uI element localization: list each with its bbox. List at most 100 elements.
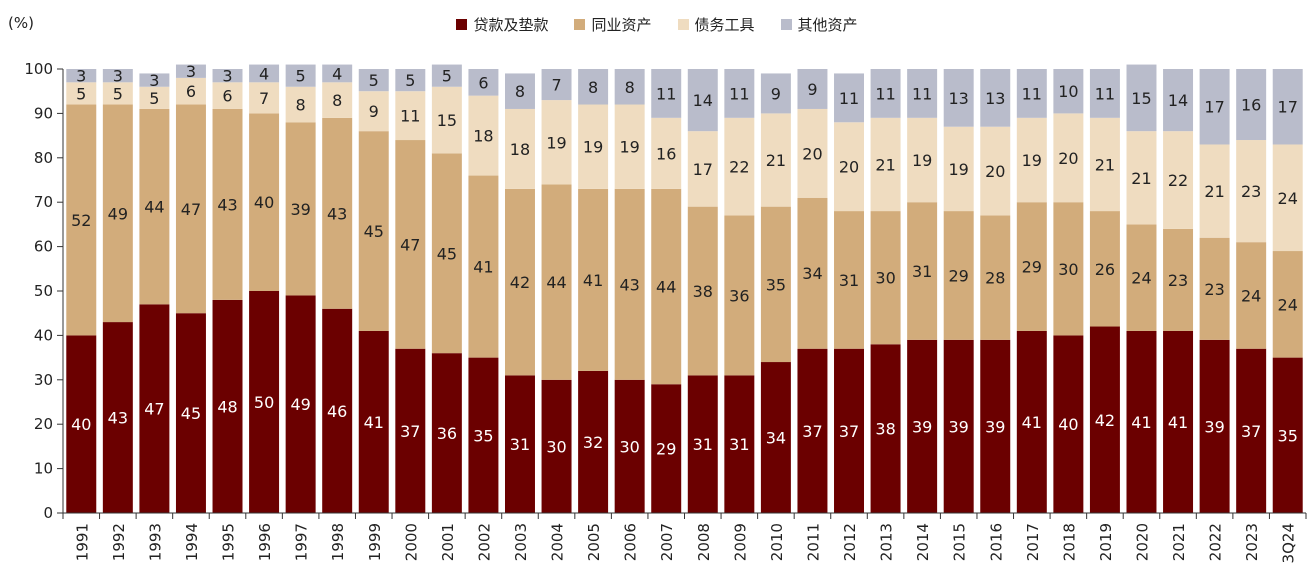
data-label-2022-3: 17 bbox=[1204, 98, 1224, 117]
bar-segment-1993-2 bbox=[139, 86, 170, 109]
data-label-2005-2: 19 bbox=[583, 138, 603, 157]
data-label-2018-1: 30 bbox=[1058, 260, 1078, 279]
data-label-1998-2: 8 bbox=[332, 91, 342, 110]
data-label-2000-3: 5 bbox=[405, 71, 415, 90]
bar-segment-1999-1 bbox=[358, 131, 389, 331]
x-tick-label-1993: 1993 bbox=[146, 523, 164, 561]
bar-segment-1998-3 bbox=[322, 64, 353, 83]
data-label-2006-1: 43 bbox=[619, 275, 639, 294]
bar-segment-1995-0 bbox=[212, 299, 243, 513]
bar-segment-2017-1 bbox=[1016, 202, 1047, 331]
data-label-2011-0: 37 bbox=[802, 422, 822, 441]
y-tick-label: 0 bbox=[43, 504, 53, 522]
data-label-2002-0: 35 bbox=[473, 426, 493, 445]
bar-segment-2022-2 bbox=[1199, 144, 1230, 238]
data-label-2003-3: 8 bbox=[515, 82, 525, 101]
data-label-2008-0: 31 bbox=[693, 435, 713, 454]
data-label-1998-1: 43 bbox=[327, 204, 347, 223]
bar-segment-2011-2 bbox=[797, 108, 828, 198]
bar-segment-2003-1 bbox=[504, 188, 535, 376]
x-tick-label-2022: 2022 bbox=[1207, 523, 1225, 561]
bar-segment-2015-3 bbox=[943, 69, 974, 127]
x-tick-label-2021: 2021 bbox=[1170, 523, 1188, 561]
data-label-2012-2: 20 bbox=[839, 158, 859, 177]
bar-segment-2012-0 bbox=[834, 348, 865, 513]
bar-segment-2001-0 bbox=[431, 353, 462, 513]
data-label-1991-0: 40 bbox=[71, 415, 91, 434]
bar-segment-2008-0 bbox=[687, 375, 718, 513]
data-label-2006-3: 8 bbox=[625, 78, 635, 97]
data-label-2007-1: 44 bbox=[656, 278, 676, 297]
bar-segment-1991-0 bbox=[66, 335, 97, 513]
data-label-2014-0: 39 bbox=[912, 417, 932, 436]
data-label-2001-3: 5 bbox=[442, 67, 452, 86]
data-label-1997-0: 49 bbox=[290, 395, 310, 414]
bar-segment-1991-3 bbox=[66, 69, 97, 83]
bar-segment-2021-0 bbox=[1163, 330, 1194, 513]
data-label-2015-3: 13 bbox=[949, 89, 969, 108]
data-label-2014-2: 19 bbox=[912, 151, 932, 170]
y-tick-label: 100 bbox=[24, 60, 53, 78]
data-label-2015-2: 19 bbox=[949, 160, 969, 179]
bar-segment-2000-3 bbox=[395, 69, 426, 92]
bar-segment-2015-1 bbox=[943, 211, 974, 340]
data-label-1991-3: 3 bbox=[76, 67, 86, 86]
data-label-1992-2: 5 bbox=[113, 84, 123, 103]
bar-segment-1996-0 bbox=[249, 291, 280, 513]
legend-item-interbank: 同业资产 bbox=[574, 14, 652, 35]
bar-segment-2013-0 bbox=[870, 344, 901, 513]
bar-segment-2008-2 bbox=[687, 131, 718, 207]
data-label-1995-3: 3 bbox=[222, 67, 232, 86]
data-label-3Q24-1: 24 bbox=[1278, 295, 1298, 314]
data-label-2008-2: 17 bbox=[693, 160, 713, 179]
x-tick-label-3Q24: 3Q24 bbox=[1280, 523, 1298, 563]
bar-segment-3Q24-3 bbox=[1272, 69, 1303, 145]
y-tick-label: 50 bbox=[34, 282, 53, 300]
bar-segment-1998-1 bbox=[322, 117, 353, 309]
bar-segment-2011-1 bbox=[797, 197, 828, 349]
bar-segment-2022-1 bbox=[1199, 237, 1230, 340]
legend-swatch-loans bbox=[456, 19, 468, 30]
bar-segment-2013-1 bbox=[870, 211, 901, 345]
data-label-2013-3: 11 bbox=[875, 84, 895, 103]
bar-segment-2008-1 bbox=[687, 206, 718, 376]
bar-segment-2009-3 bbox=[724, 69, 755, 118]
data-label-1999-3: 5 bbox=[369, 71, 379, 90]
data-label-2004-3: 7 bbox=[551, 76, 561, 95]
bar-segment-2011-3 bbox=[797, 69, 828, 109]
bar-segment-2014-0 bbox=[907, 339, 938, 513]
y-tick-label: 20 bbox=[34, 415, 53, 433]
bar-segment-1999-2 bbox=[358, 91, 389, 132]
x-tick-label-2015: 2015 bbox=[951, 523, 969, 561]
x-tick-label-2023: 2023 bbox=[1243, 523, 1261, 561]
bar-segment-2017-2 bbox=[1016, 117, 1047, 203]
x-tick-label-2011: 2011 bbox=[804, 523, 822, 561]
legend-label-loans: 贷款及垫款 bbox=[473, 16, 549, 34]
bar-segment-2017-0 bbox=[1016, 330, 1047, 513]
data-label-2023-2: 23 bbox=[1241, 182, 1261, 201]
bar-segment-1996-2 bbox=[249, 82, 280, 114]
data-label-2019-1: 26 bbox=[1095, 260, 1115, 279]
legend: 贷款及垫款 同业资产 债务工具 其他资产 bbox=[0, 14, 1314, 35]
data-label-2007-3: 11 bbox=[656, 84, 676, 103]
bar-segment-2013-3 bbox=[870, 69, 901, 118]
data-label-1991-2: 5 bbox=[76, 84, 86, 103]
bar-segment-2002-0 bbox=[468, 357, 499, 513]
y-tick-label: 90 bbox=[34, 104, 53, 122]
data-label-2010-0: 34 bbox=[766, 429, 786, 448]
data-label-2012-3: 11 bbox=[839, 89, 859, 108]
y-tick-label: 80 bbox=[34, 149, 53, 167]
y-tick-label: 40 bbox=[34, 326, 53, 344]
data-label-2013-1: 30 bbox=[875, 269, 895, 288]
bar-segment-2009-0 bbox=[724, 375, 755, 513]
legend-item-other: 其他资产 bbox=[780, 14, 858, 35]
bar-segment-2023-0 bbox=[1236, 348, 1267, 513]
data-label-2007-2: 16 bbox=[656, 144, 676, 163]
bar-segment-1995-3 bbox=[212, 69, 243, 83]
bar-segment-2002-2 bbox=[468, 95, 499, 176]
data-label-2009-0: 31 bbox=[729, 435, 749, 454]
data-label-2019-0: 42 bbox=[1095, 411, 1115, 430]
legend-label-interbank: 同业资产 bbox=[591, 16, 652, 34]
bar-segment-1992-3 bbox=[102, 69, 133, 83]
data-label-2022-2: 21 bbox=[1204, 182, 1224, 201]
